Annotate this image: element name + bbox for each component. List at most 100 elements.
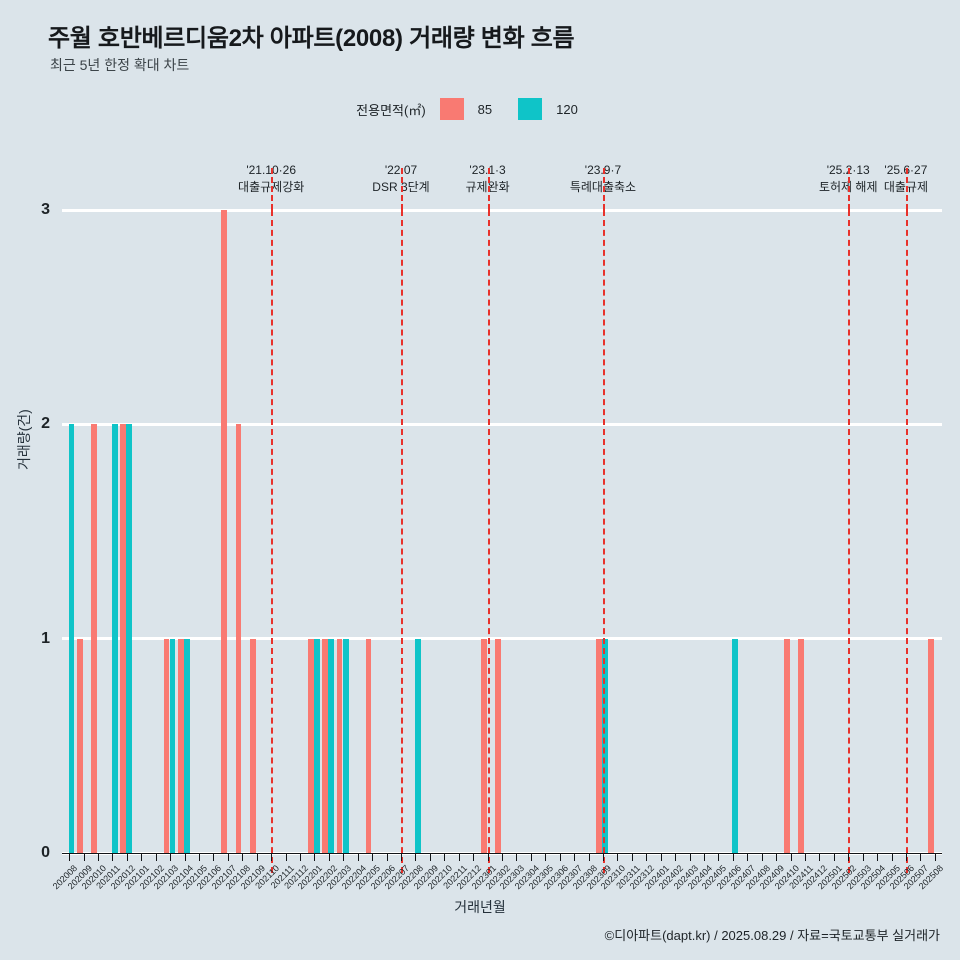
bar[interactable] xyxy=(328,638,335,853)
bar[interactable] xyxy=(928,638,934,853)
bar[interactable] xyxy=(495,638,502,853)
x-tick xyxy=(862,853,864,861)
bar[interactable] xyxy=(414,638,421,853)
x-tick xyxy=(689,853,691,861)
x-tick xyxy=(848,853,850,861)
event-annotation: '21.10·26 대출규제강화 xyxy=(238,162,304,196)
legend-swatch-85 xyxy=(439,98,464,120)
gridline-2 xyxy=(62,422,942,426)
bar[interactable] xyxy=(120,424,127,853)
x-tick xyxy=(776,853,778,861)
bar[interactable] xyxy=(596,638,603,853)
page-title: 주월 호반베르디움2차 아파트(2008) 거래량 변화 흐름 xyxy=(48,25,575,52)
x-tick xyxy=(285,853,287,861)
x-tick xyxy=(458,853,460,861)
bar[interactable] xyxy=(163,638,170,853)
legend-label-120: 120 xyxy=(556,101,578,117)
x-tick xyxy=(660,853,662,861)
y-tick-label: 2 xyxy=(41,415,50,433)
bar[interactable] xyxy=(307,638,314,853)
x-tick xyxy=(401,853,403,861)
x-tick xyxy=(675,853,677,861)
event-line-top xyxy=(602,168,605,210)
x-tick xyxy=(126,853,128,861)
y-tick-label: 3 xyxy=(41,201,50,218)
x-tick xyxy=(98,853,100,861)
x-tick xyxy=(343,853,345,861)
x-tick xyxy=(271,853,273,861)
x-tick xyxy=(891,853,893,861)
x-tick xyxy=(300,853,302,861)
bar[interactable] xyxy=(235,424,242,853)
x-tick xyxy=(732,853,734,861)
x-tick xyxy=(804,853,806,861)
bar[interactable] xyxy=(250,638,256,853)
event-line xyxy=(905,210,908,873)
x-tick xyxy=(473,853,475,861)
x-tick xyxy=(328,853,330,861)
bar[interactable] xyxy=(77,638,83,853)
x-tick xyxy=(487,853,489,861)
x-tick xyxy=(617,853,619,861)
event-line xyxy=(401,210,404,873)
x-tick xyxy=(703,853,705,861)
x-tick xyxy=(314,853,316,861)
bar[interactable] xyxy=(365,638,372,853)
bar[interactable] xyxy=(732,638,739,853)
event-line-top xyxy=(271,168,274,210)
bar[interactable] xyxy=(169,638,176,853)
bar[interactable] xyxy=(336,638,343,853)
y-tick-label: 0 xyxy=(41,844,50,861)
x-tick xyxy=(877,853,879,861)
bar[interactable] xyxy=(221,210,228,853)
x-tick xyxy=(415,853,417,861)
event-annotation-date: '21.10·26 xyxy=(246,163,296,177)
x-tick xyxy=(574,853,576,861)
gridline-1 xyxy=(62,637,942,641)
y-axis-title: 거래량(건) xyxy=(16,409,32,470)
event-line xyxy=(487,210,490,873)
x-tick xyxy=(69,853,71,861)
bar[interactable] xyxy=(783,638,790,853)
bar[interactable] xyxy=(68,424,75,853)
bar[interactable] xyxy=(480,638,487,853)
bar[interactable] xyxy=(91,424,98,853)
x-axis-title: 거래년월 xyxy=(454,899,506,915)
x-tick xyxy=(747,853,749,861)
event-annotation-date: '22.07 xyxy=(384,163,418,177)
x-tick xyxy=(429,853,431,861)
x-tick xyxy=(386,853,388,861)
x-tick xyxy=(502,853,503,861)
event-line xyxy=(271,210,274,873)
x-tick xyxy=(213,853,215,861)
bar[interactable] xyxy=(111,424,118,853)
event-line xyxy=(602,210,605,873)
bar[interactable] xyxy=(322,638,328,853)
event-line xyxy=(848,210,851,873)
x-tick xyxy=(170,853,172,861)
bar[interactable] xyxy=(342,638,349,853)
x-tick xyxy=(819,853,821,861)
x-tick xyxy=(242,853,244,861)
bar[interactable] xyxy=(177,638,184,853)
x-tick xyxy=(141,853,143,861)
bar[interactable] xyxy=(126,424,133,853)
x-tick xyxy=(357,853,359,861)
x-tick xyxy=(905,853,907,861)
x-tick xyxy=(646,853,648,861)
bar[interactable] xyxy=(798,638,805,853)
page-subtitle: 최근 5년 한정 확대 차트 xyxy=(50,57,190,73)
x-tick xyxy=(718,853,720,861)
x-tick xyxy=(559,853,561,861)
x-tick xyxy=(227,853,229,861)
x-tick xyxy=(790,853,792,861)
bar[interactable] xyxy=(184,638,190,853)
x-axis-line: 202008 202009 202010 202011 202012 202101 2021… xyxy=(51,853,945,891)
event-line-top xyxy=(905,168,908,210)
x-tick xyxy=(83,853,85,861)
plot-area: 0 1 2 3 xyxy=(41,201,942,873)
x-tick xyxy=(934,853,936,861)
bar[interactable] xyxy=(602,638,609,853)
bar[interactable] xyxy=(313,638,320,853)
